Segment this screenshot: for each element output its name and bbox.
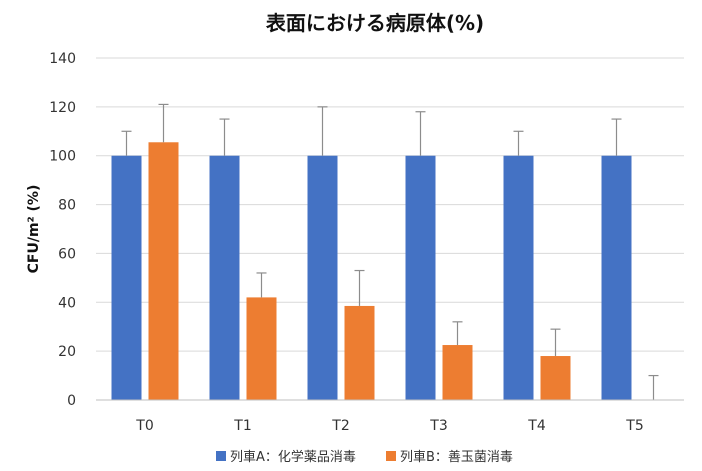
x-tick-label: T1	[233, 418, 251, 434]
y-tick-label: 0	[67, 393, 76, 409]
x-tick-label: T4	[527, 418, 546, 434]
legend: 列車A：化学薬品消毒 列車B：善玉菌消毒	[216, 449, 513, 465]
x-axis-ticks: T0 T1 T2 T3 T4 T5	[135, 418, 643, 434]
bars	[111, 142, 632, 400]
x-tick-label: T5	[625, 418, 643, 434]
y-tick-label: 120	[49, 100, 76, 116]
y-tick-label: 60	[58, 246, 76, 262]
bar	[111, 155, 142, 400]
x-tick-label: T3	[429, 418, 447, 434]
gridlines	[96, 57, 684, 352]
legend-label: 列車A：化学薬品消毒	[230, 449, 356, 465]
bar	[209, 155, 240, 400]
y-tick-label: 80	[58, 198, 76, 214]
bar	[442, 345, 473, 400]
bar	[503, 155, 534, 400]
chart-title: 表面における病原体(%)	[266, 11, 484, 35]
y-tick-label: 40	[58, 295, 76, 311]
bar	[344, 305, 375, 400]
y-axis-ticks: 0 20 40 60 80 100 120 140	[49, 51, 76, 409]
y-tick-label: 100	[49, 149, 76, 165]
legend-label: 列車B：善玉菌消毒	[400, 449, 513, 465]
x-tick-label: T0	[135, 418, 153, 434]
y-axis-title: CFU/m² (%)	[26, 185, 42, 274]
error-bars	[121, 103, 659, 400]
bar	[307, 155, 338, 400]
bar	[540, 356, 571, 400]
x-tick-label: T2	[331, 418, 349, 434]
bar	[246, 297, 277, 400]
y-tick-label: 20	[58, 344, 76, 360]
legend-swatch	[216, 451, 226, 461]
bar	[405, 155, 436, 400]
bar	[601, 155, 632, 400]
bar	[148, 142, 179, 400]
y-tick-label: 140	[49, 51, 76, 67]
legend-swatch	[386, 451, 396, 461]
